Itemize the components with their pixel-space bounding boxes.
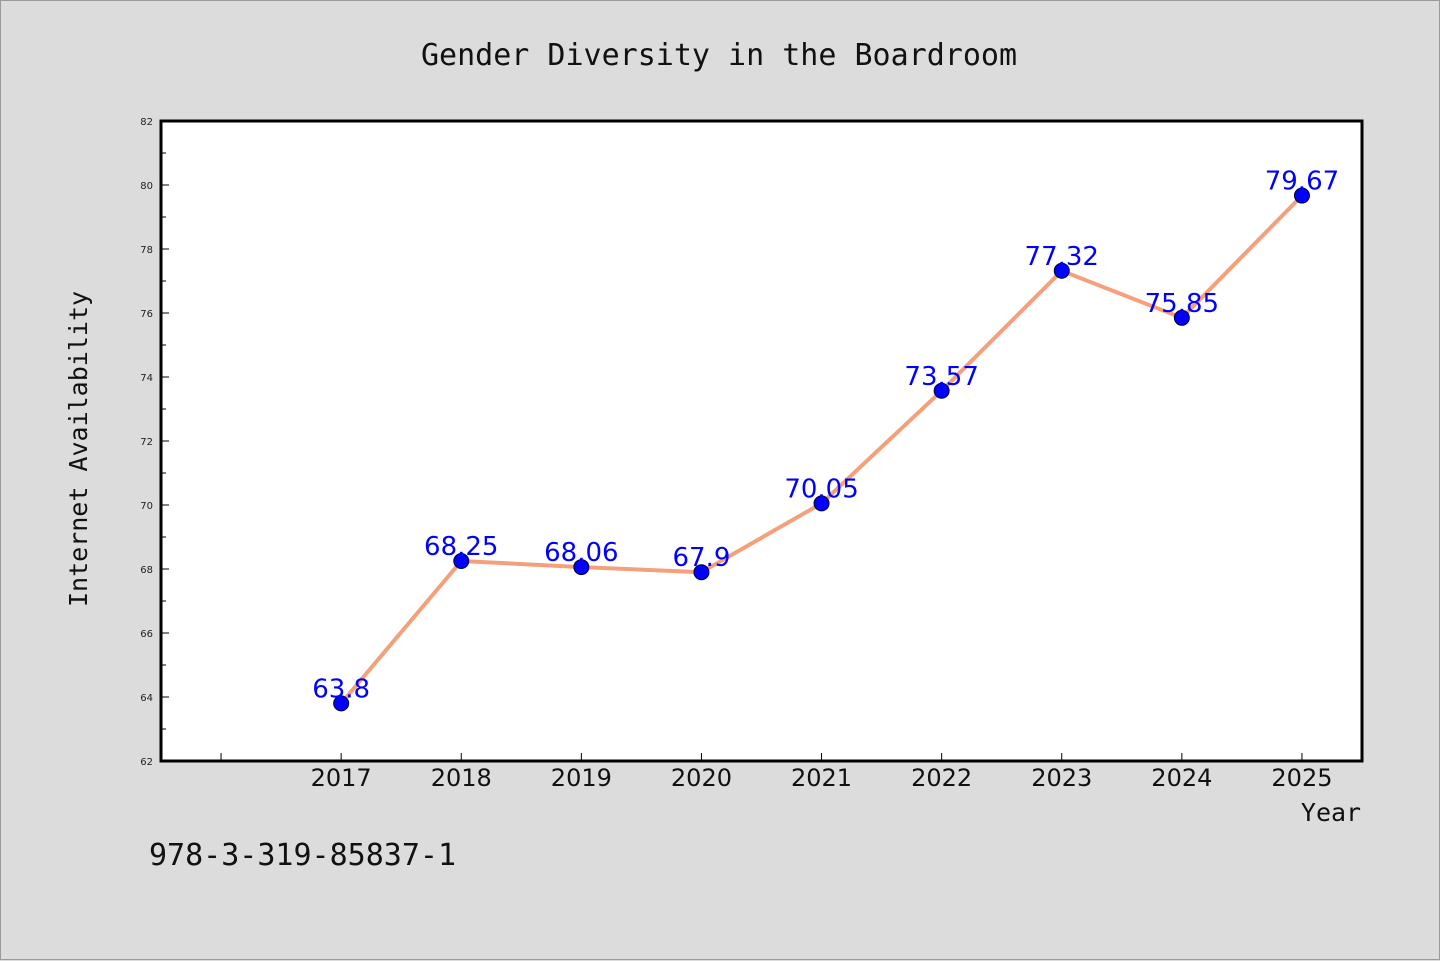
data-label-2022: 73.57 (904, 362, 978, 392)
x-tick-label-2019: 2019 (551, 764, 612, 792)
y-tick-label-78: 78 (140, 245, 153, 256)
y-tick-label-66: 66 (140, 629, 153, 640)
data-labels: 63.8 68.25 68.06 67.9 70.05 73.57 77.32 75.85 79… (312, 167, 1339, 705)
data-point-2022 (933, 382, 950, 399)
data-label-2025: 79.67 (1265, 167, 1339, 197)
data-point-2020 (693, 564, 710, 581)
x-tick-label-2022: 2022 (911, 764, 972, 792)
x-axis-label: Year (1301, 798, 1361, 827)
x-tick-label-2024: 2024 (1151, 764, 1212, 792)
data-point-2018 (453, 553, 470, 569)
y-tick-label-68: 68 (140, 565, 153, 576)
x-tick-label-2021: 2021 (791, 764, 852, 792)
data-label-2023: 77.32 (1025, 242, 1099, 272)
data-point-2019 (573, 559, 590, 576)
data-label-2018: 68.25 (424, 532, 498, 562)
x-axis: 2017 2018 2019 2020 2021 2022 2023 2024 2025 (220, 753, 1332, 792)
plot-border (159, 119, 1364, 763)
y-tick-label-64: 64 (140, 693, 153, 704)
x-tick-label-2020: 2020 (671, 764, 732, 792)
y-axis-label: Internet Availability (64, 291, 93, 607)
data-label-2024: 75.85 (1145, 289, 1219, 319)
x-tick-label-2025: 2025 (1271, 764, 1332, 792)
isbn-text: 978-3-319-85837-1 (149, 838, 456, 873)
y-tick-label-82: 82 (140, 117, 153, 128)
x-tick-label-2017: 2017 (311, 764, 372, 792)
y-tick-label-72: 72 (140, 437, 153, 448)
data-label-2020: 67.9 (673, 543, 731, 573)
y-tick-label-80: 80 (140, 181, 153, 192)
y-tick-label-62: 62 (140, 757, 153, 768)
data-label-2017: 63.8 (312, 674, 370, 704)
data-label-2021: 70.05 (784, 474, 858, 504)
x-tick-label-2018: 2018 (431, 764, 492, 792)
data-point-2021 (813, 495, 830, 512)
x-tick-label-2023: 2023 (1031, 764, 1092, 792)
data-point-2025 (1293, 187, 1310, 204)
y-tick-label-70: 70 (140, 501, 153, 512)
y-tick-label-74: 74 (140, 373, 153, 384)
chart-title: Gender Diversity in the Boardroom (421, 38, 1017, 73)
data-point-2024 (1173, 309, 1190, 326)
data-point-2023 (1053, 262, 1070, 279)
data-point-2017 (333, 695, 350, 712)
y-tick-label-76: 76 (140, 309, 153, 320)
plot-area (161, 121, 1362, 761)
data-label-2019: 68.06 (544, 538, 618, 568)
series-markers (333, 187, 1310, 712)
